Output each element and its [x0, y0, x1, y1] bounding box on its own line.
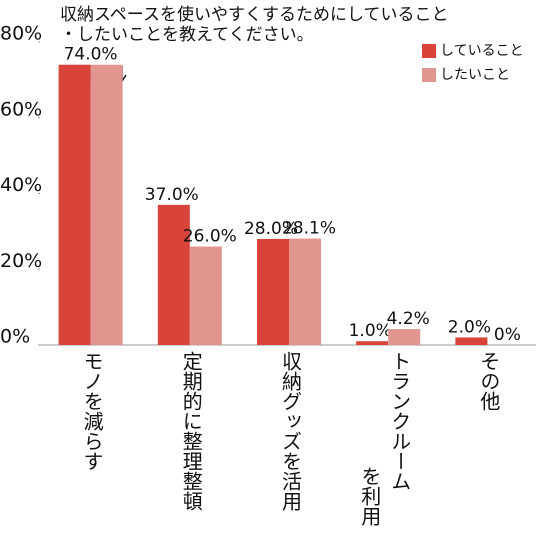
bar — [257, 238, 289, 345]
x-tick-label: 定期的に整理整頓 — [179, 351, 203, 511]
y-tick-label: 40% — [0, 174, 42, 196]
y-tick-label: 60% — [0, 98, 42, 120]
value-label: 74.0% — [64, 45, 118, 65]
chart-title: ・したいことを教えてください。 — [60, 25, 314, 45]
bar — [455, 337, 488, 345]
legend-label: していること — [440, 43, 524, 59]
bar — [58, 64, 91, 345]
y-tick-label: 20% — [0, 250, 42, 272]
bar — [90, 64, 123, 345]
legend-swatch — [422, 44, 436, 58]
y-tick-label: 80% — [0, 23, 42, 45]
x-tick-label: モノを減らす — [80, 351, 104, 471]
bar — [289, 238, 321, 345]
y-tick-label: 0% — [0, 326, 30, 348]
value-label: 37.0% — [145, 185, 199, 205]
value-label: 1.0% — [349, 321, 392, 341]
value-label: 0% — [494, 325, 521, 345]
value-label: 26.0% — [183, 227, 237, 247]
legend-swatch — [422, 68, 436, 82]
value-label: 28.1% — [282, 219, 336, 239]
bar — [189, 246, 222, 345]
legend-label: したいこと — [440, 67, 510, 83]
bar — [388, 329, 421, 345]
x-tick-label: 収納グッズを活用 — [279, 351, 303, 511]
chart-title: 収納スペースを使いやすくするためにしていること — [60, 4, 448, 25]
value-label: 4.2% — [387, 309, 430, 329]
bar — [157, 204, 190, 345]
value-label: 2.0% — [448, 317, 491, 337]
bar — [356, 341, 389, 345]
x-tick-label: トランクルームを利用 — [358, 351, 412, 526]
value-label: 28.0% — [244, 219, 298, 239]
x-tick-label: その他 — [477, 351, 501, 411]
